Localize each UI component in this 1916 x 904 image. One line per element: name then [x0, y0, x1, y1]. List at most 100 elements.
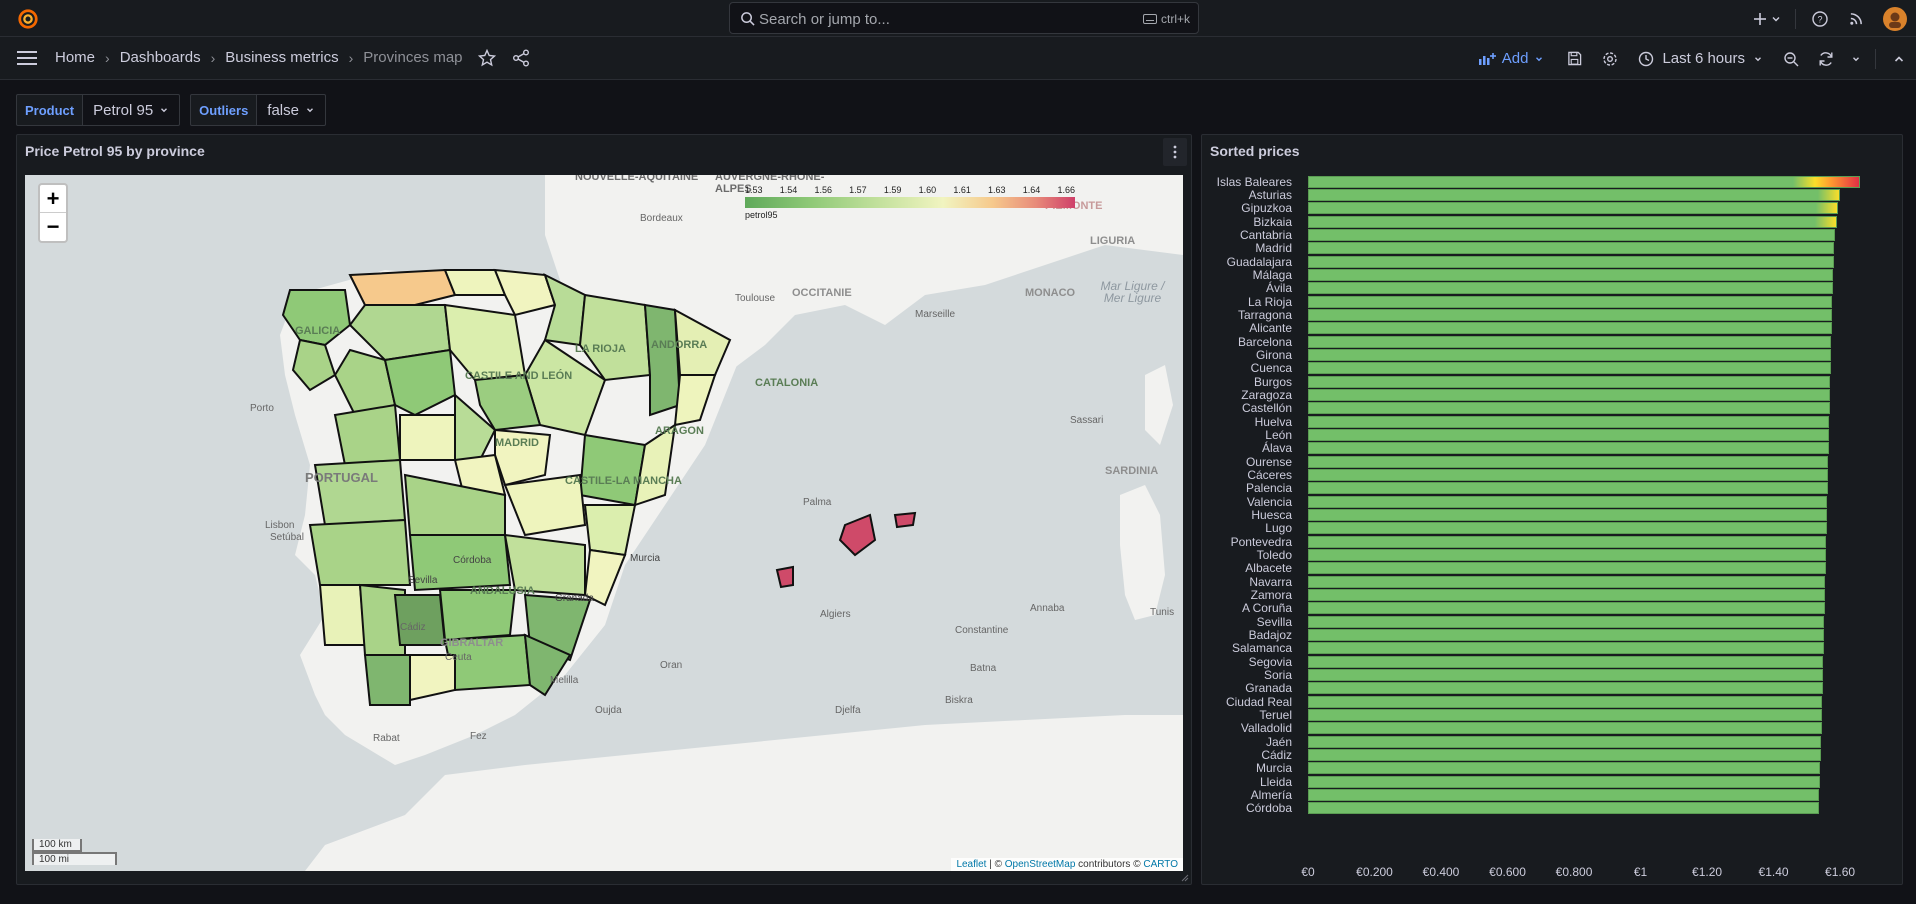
region-huesca — [578, 293, 652, 382]
breadcrumb-dashboards[interactable]: Dashboards — [119, 49, 201, 66]
map-canvas[interactable] — [25, 175, 1183, 871]
bar-label: Soria — [1263, 668, 1292, 682]
bar[interactable] — [1308, 428, 1830, 442]
bar[interactable] — [1308, 722, 1822, 735]
bar[interactable] — [1308, 708, 1823, 722]
bar[interactable] — [1308, 415, 1830, 428]
breadcrumb-home[interactable]: Home — [55, 49, 96, 66]
bar[interactable] — [1308, 388, 1831, 402]
bar[interactable] — [1308, 682, 1823, 695]
bar[interactable] — [1308, 655, 1824, 668]
attribution-leaflet-link[interactable]: Leaflet — [956, 859, 987, 870]
collapse-nav-button[interactable] — [1882, 43, 1916, 75]
zoom-in-button[interactable]: + — [40, 185, 66, 213]
bar[interactable] — [1308, 642, 1824, 655]
map-label-region: CASTILE AND LEÓN — [465, 370, 573, 382]
bar[interactable] — [1308, 362, 1831, 375]
bar-label: Segovia — [1248, 654, 1292, 669]
dashboard-settings-button[interactable] — [1592, 43, 1628, 75]
breadcrumb-current: Provinces map — [363, 49, 463, 66]
menu-icon[interactable] — [17, 50, 37, 66]
variable-product: Product Petrol 95 — [16, 94, 181, 126]
region-guadalajara — [494, 428, 552, 487]
bar[interactable] — [1308, 348, 1832, 362]
bar[interactable] — [1308, 495, 1828, 508]
bar[interactable] — [1308, 575, 1826, 588]
star-icon[interactable] — [478, 49, 496, 67]
rss-icon — [1849, 13, 1862, 25]
bar[interactable] — [1308, 282, 1833, 295]
bar[interactable] — [1308, 322, 1832, 335]
bar[interactable] — [1308, 442, 1829, 455]
bar[interactable] — [1308, 668, 1824, 682]
add-panel-icon — [1478, 52, 1496, 65]
panel-title[interactable]: Price Petrol 95 by province — [25, 143, 205, 159]
outliers-select[interactable]: false — [257, 94, 326, 126]
new-menu-button[interactable] — [1745, 0, 1789, 37]
region-mallorca — [838, 513, 877, 557]
bar[interactable] — [1308, 455, 1829, 468]
bar[interactable] — [1308, 295, 1833, 308]
scale-mi: 100 mi — [32, 852, 117, 865]
bar[interactable] — [1308, 268, 1834, 282]
bar[interactable] — [1308, 602, 1825, 615]
bar[interactable] — [1308, 562, 1826, 575]
bar[interactable] — [1308, 175, 1860, 188]
panel-menu-button[interactable] — [1163, 138, 1187, 166]
bar[interactable] — [1308, 508, 1828, 522]
bar[interactable] — [1308, 802, 1820, 815]
panel-title[interactable]: Sorted prices — [1210, 143, 1300, 159]
bar[interactable] — [1308, 628, 1825, 642]
grafana-logo-icon[interactable] — [17, 8, 39, 30]
bar[interactable] — [1308, 335, 1832, 348]
bar[interactable] — [1308, 308, 1833, 322]
attribution-carto-link[interactable]: CARTO — [1143, 859, 1178, 870]
share-icon[interactable] — [512, 49, 530, 67]
region-almeria — [523, 633, 572, 697]
product-select[interactable]: Petrol 95 — [83, 94, 181, 126]
bar[interactable] — [1308, 482, 1828, 495]
sorted-prices-panel: Sorted prices Islas Baleares Asturias Gipu… — [1201, 134, 1903, 885]
bar[interactable] — [1308, 375, 1831, 388]
bar[interactable] — [1308, 748, 1822, 762]
profile-avatar[interactable] — [1874, 0, 1916, 37]
bar[interactable] — [1308, 695, 1823, 708]
bar[interactable] — [1308, 402, 1830, 415]
geomap[interactable]: NOUVELLE-AQUITAINE AUVERGNE-RHÔNE-ALPES … — [25, 175, 1183, 871]
bar[interactable] — [1308, 735, 1822, 748]
bar[interactable] — [1308, 215, 1837, 228]
legend-field-name: petrol95 — [745, 210, 778, 220]
bar[interactable] — [1308, 202, 1839, 215]
legend-tick: 1.54 — [779, 185, 798, 195]
bar[interactable] — [1308, 535, 1827, 548]
bar[interactable] — [1308, 228, 1836, 242]
region-alicante — [583, 548, 627, 607]
zoom-out-button[interactable] — [1773, 43, 1809, 75]
refresh-button[interactable] — [1809, 43, 1843, 75]
bar[interactable] — [1308, 588, 1826, 602]
bar[interactable] — [1308, 762, 1821, 775]
refresh-interval-dropdown[interactable] — [1843, 43, 1869, 75]
news-button[interactable] — [1838, 0, 1874, 37]
save-dashboard-button[interactable] — [1556, 43, 1592, 75]
bar[interactable] — [1308, 468, 1829, 482]
bar[interactable] — [1308, 522, 1827, 535]
bar[interactable] — [1308, 775, 1820, 788]
search-input[interactable]: Search or jump to... ctrl+k — [729, 2, 1199, 34]
region-ibiza — [775, 565, 794, 589]
bar[interactable] — [1308, 188, 1841, 202]
zoom-out-button[interactable]: − — [46, 214, 60, 239]
breadcrumb-folder[interactable]: Business metrics — [225, 49, 339, 66]
bar[interactable] — [1308, 548, 1827, 562]
bar-label: Huesca — [1251, 508, 1292, 522]
bar[interactable] — [1308, 788, 1820, 802]
map-label-region: ANDALUSIA — [470, 585, 535, 597]
bar[interactable] — [1308, 242, 1835, 255]
time-range-picker[interactable]: Last 6 hours — [1628, 43, 1773, 75]
attribution-osm-link[interactable]: OpenStreetMap — [1004, 859, 1076, 870]
bar[interactable] — [1308, 615, 1825, 628]
add-button[interactable]: Add — [1466, 43, 1557, 75]
help-button[interactable]: ? — [1802, 0, 1838, 37]
panel-resize-handle-icon[interactable] — [1181, 874, 1189, 882]
bar[interactable] — [1308, 255, 1835, 268]
